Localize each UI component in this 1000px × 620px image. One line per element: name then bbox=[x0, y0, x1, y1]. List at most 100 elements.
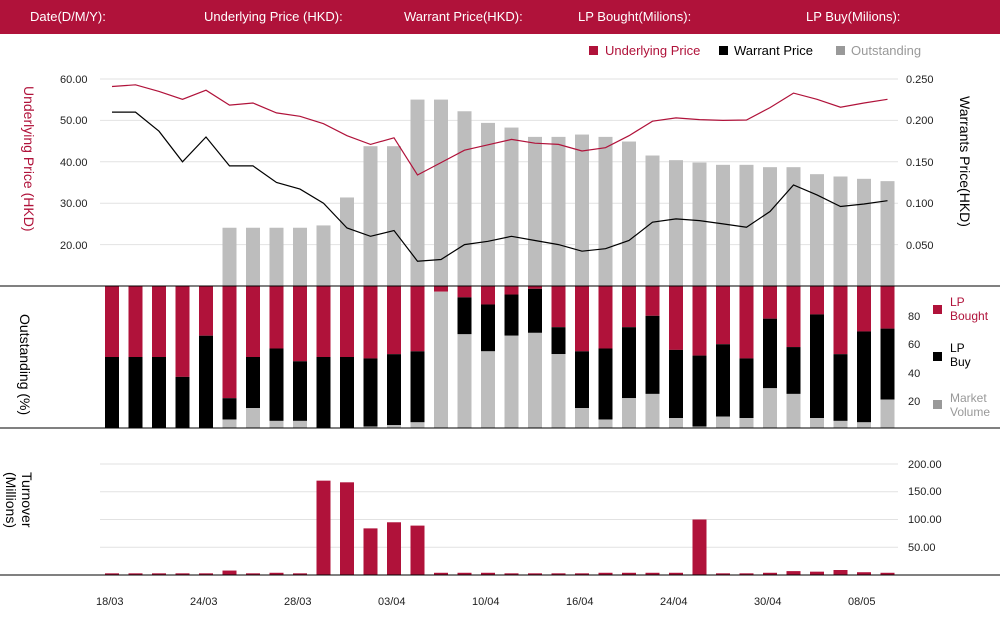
outstanding-bar bbox=[622, 141, 636, 286]
panel-dividers bbox=[0, 285, 1000, 576]
outstanding-bar bbox=[316, 225, 331, 286]
legend-lp-buy-swatch bbox=[933, 352, 942, 361]
lp-buy-bar bbox=[528, 288, 542, 333]
legend-market-volume-swatch bbox=[933, 400, 942, 409]
market-volume-bar bbox=[857, 422, 871, 428]
outstanding-bar bbox=[551, 136, 566, 286]
outstanding-bars bbox=[222, 99, 895, 287]
lp-buy-bar bbox=[387, 354, 401, 426]
lp-buy-bar bbox=[316, 357, 331, 428]
lp-bought-bar bbox=[551, 286, 566, 328]
lp-bought-bar bbox=[199, 286, 213, 336]
lp-buy-bar bbox=[175, 376, 190, 428]
lp-buy-bar bbox=[269, 348, 284, 421]
lp-bought-bar bbox=[269, 286, 284, 349]
lp-buy-bar bbox=[504, 294, 519, 336]
lp-buy-bar bbox=[293, 361, 307, 421]
date-tick-labels: 18/03 24/03 28/03 03/04 10/04 16/04 24/04 30/04… bbox=[96, 596, 876, 608]
market-volume-bar bbox=[810, 418, 824, 428]
lp-bought-bar bbox=[363, 286, 378, 359]
market-volume-bar bbox=[669, 418, 683, 428]
outstanding-tick-label: 20 bbox=[908, 396, 920, 408]
market-volume-bar bbox=[363, 426, 378, 428]
turnover-bar bbox=[528, 573, 542, 575]
underlying-price-line bbox=[111, 84, 888, 176]
price-lines bbox=[111, 84, 888, 262]
lp-buy-bar bbox=[833, 354, 848, 421]
warrant-tick-label: 0.100 bbox=[906, 198, 934, 210]
warrant-axis-title: Warrants Price(HKD) bbox=[957, 96, 973, 227]
turnover-bar bbox=[598, 572, 613, 575]
market-volume-bar bbox=[716, 416, 730, 428]
underlying-tick-label: 50.00 bbox=[60, 115, 88, 127]
lp-bought-bar bbox=[810, 286, 824, 315]
turnover-bar bbox=[363, 528, 378, 575]
date-tick-label: 10/04 bbox=[472, 596, 500, 608]
outstanding-bar bbox=[645, 155, 660, 286]
market-volume-bar bbox=[387, 425, 401, 428]
turnover-tick-label: 100.00 bbox=[908, 514, 942, 526]
date-tick-label: 30/04 bbox=[754, 596, 782, 608]
outstanding-tick-label: 60 bbox=[908, 339, 920, 351]
market-volume-bar bbox=[222, 419, 237, 428]
turnover-bar bbox=[269, 572, 284, 575]
underlying-tick-label: 60.00 bbox=[60, 74, 88, 86]
lp-buy-bar bbox=[622, 327, 636, 399]
turnover-bar bbox=[481, 572, 495, 575]
market-volume-bar bbox=[692, 426, 707, 428]
outstanding-bar bbox=[410, 99, 425, 286]
outstanding-tick-label: 80 bbox=[908, 311, 920, 323]
outstanding-bar bbox=[222, 227, 237, 286]
legend-lp-bought-swatch bbox=[933, 305, 942, 314]
turnover-bar bbox=[810, 571, 824, 575]
outstanding-axis-title: Outstanding (%) bbox=[17, 314, 33, 415]
date-tick-label: 24/03 bbox=[190, 596, 218, 608]
lp-bought-bar bbox=[293, 286, 307, 362]
lp-bought-bar bbox=[786, 286, 801, 348]
lp-buy-bar bbox=[105, 357, 119, 428]
lp-bought-bar bbox=[645, 286, 660, 316]
outstanding-bar bbox=[504, 127, 519, 286]
legend-underlying-swatch bbox=[589, 46, 598, 55]
lp-bought-bar bbox=[175, 286, 190, 377]
turnover-bar bbox=[669, 572, 683, 575]
turnover-bar bbox=[434, 572, 448, 575]
market-volume-bar bbox=[598, 419, 613, 428]
header-date-label: Date(D/M/Y): bbox=[30, 9, 106, 24]
legend-market-volume-label: Market Volume bbox=[950, 391, 990, 419]
lp-bought-bar bbox=[128, 286, 143, 357]
lp-bought-bar bbox=[669, 286, 683, 350]
turnover-bar bbox=[105, 573, 119, 575]
market-volume-bar bbox=[786, 393, 801, 428]
market-volume-bar bbox=[434, 291, 448, 428]
turnover-bar bbox=[293, 573, 307, 575]
turnover-bar bbox=[551, 573, 566, 575]
lp-bought-bar bbox=[857, 286, 871, 332]
outstanding-bar bbox=[340, 197, 354, 286]
market-volume-bar bbox=[269, 420, 284, 428]
turnover-bar bbox=[763, 572, 777, 575]
lp-bought-bar bbox=[716, 286, 730, 345]
turnover-bar bbox=[340, 482, 354, 575]
market-volume-bar bbox=[622, 398, 636, 428]
lp-buy-bar bbox=[363, 358, 378, 427]
lp-buy-bar bbox=[199, 335, 213, 428]
market-volume-bar bbox=[645, 393, 660, 428]
underlying-tick-labels: 60.00 50.00 40.00 30.00 20.00 bbox=[60, 74, 88, 252]
turnover-bar bbox=[457, 572, 472, 575]
turnover-bar bbox=[786, 571, 801, 575]
lp-bought-bar bbox=[246, 286, 260, 357]
turnover-bar bbox=[692, 519, 707, 575]
outstanding-bar bbox=[763, 167, 777, 286]
turnover-bar bbox=[504, 573, 519, 575]
market-volume-bar bbox=[739, 418, 754, 428]
date-tick-label: 24/04 bbox=[660, 596, 688, 608]
legend-outstanding-swatch bbox=[836, 46, 845, 55]
outstanding-bar bbox=[716, 164, 730, 286]
turnover-bar bbox=[739, 573, 754, 575]
turnover-bar bbox=[152, 573, 166, 575]
lp-buy-bar bbox=[669, 349, 683, 419]
header-lp-bought-label: LP Bought(Milions): bbox=[578, 9, 692, 24]
outstanding-tick-label: 40 bbox=[908, 368, 920, 380]
turnover-bars bbox=[105, 480, 895, 575]
